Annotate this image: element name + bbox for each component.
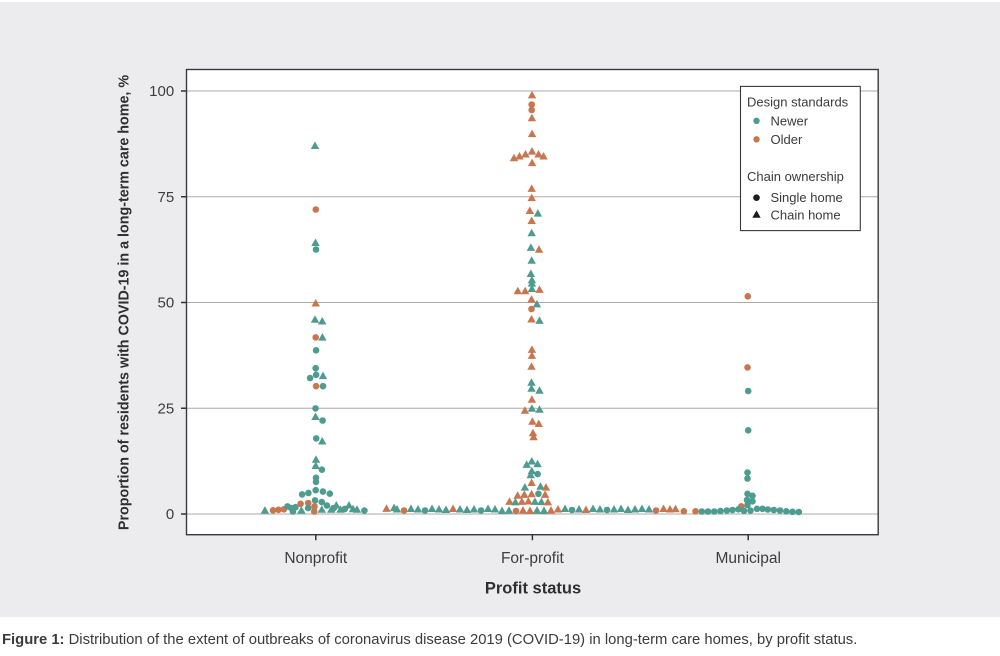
- svg-text:Chain home: Chain home: [771, 208, 841, 223]
- svg-text:Profit status: Profit status: [485, 580, 581, 598]
- svg-text:Chain ownership: Chain ownership: [747, 169, 844, 184]
- svg-text:Older: Older: [771, 132, 803, 147]
- svg-text:Proportion of residents with C: Proportion of residents with COVID-19 in…: [117, 75, 133, 530]
- svg-text:Municipal: Municipal: [715, 550, 780, 567]
- svg-text:100: 100: [149, 83, 174, 100]
- svg-text:Figure 1: Distribution of the: Figure 1: Distribution of the extent of …: [2, 632, 857, 648]
- svg-text:For-profit: For-profit: [501, 550, 565, 567]
- svg-text:0: 0: [166, 506, 174, 523]
- svg-text:50: 50: [158, 295, 175, 312]
- svg-text:Nonprofit: Nonprofit: [284, 550, 348, 567]
- svg-text:Single home: Single home: [771, 190, 843, 205]
- svg-text:25: 25: [158, 400, 175, 417]
- svg-text:75: 75: [158, 189, 175, 206]
- svg-text:Design standards: Design standards: [747, 95, 849, 110]
- svg-text:Newer: Newer: [771, 113, 809, 128]
